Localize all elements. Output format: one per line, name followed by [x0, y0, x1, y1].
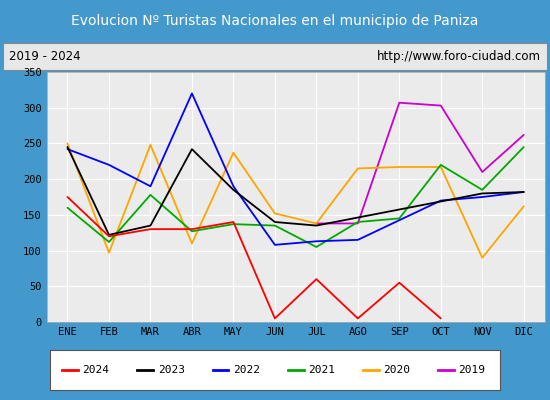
Text: 2022: 2022 — [233, 365, 260, 375]
Text: 2021: 2021 — [308, 365, 335, 375]
Text: 2019: 2019 — [458, 365, 486, 375]
Text: 2024: 2024 — [82, 365, 109, 375]
Text: 2020: 2020 — [383, 365, 410, 375]
Text: 2023: 2023 — [158, 365, 185, 375]
Text: 2019 - 2024: 2019 - 2024 — [9, 50, 81, 63]
Text: Evolucion Nº Turistas Nacionales en el municipio de Paniza: Evolucion Nº Turistas Nacionales en el m… — [72, 14, 478, 28]
Text: http://www.foro-ciudad.com: http://www.foro-ciudad.com — [377, 50, 541, 63]
